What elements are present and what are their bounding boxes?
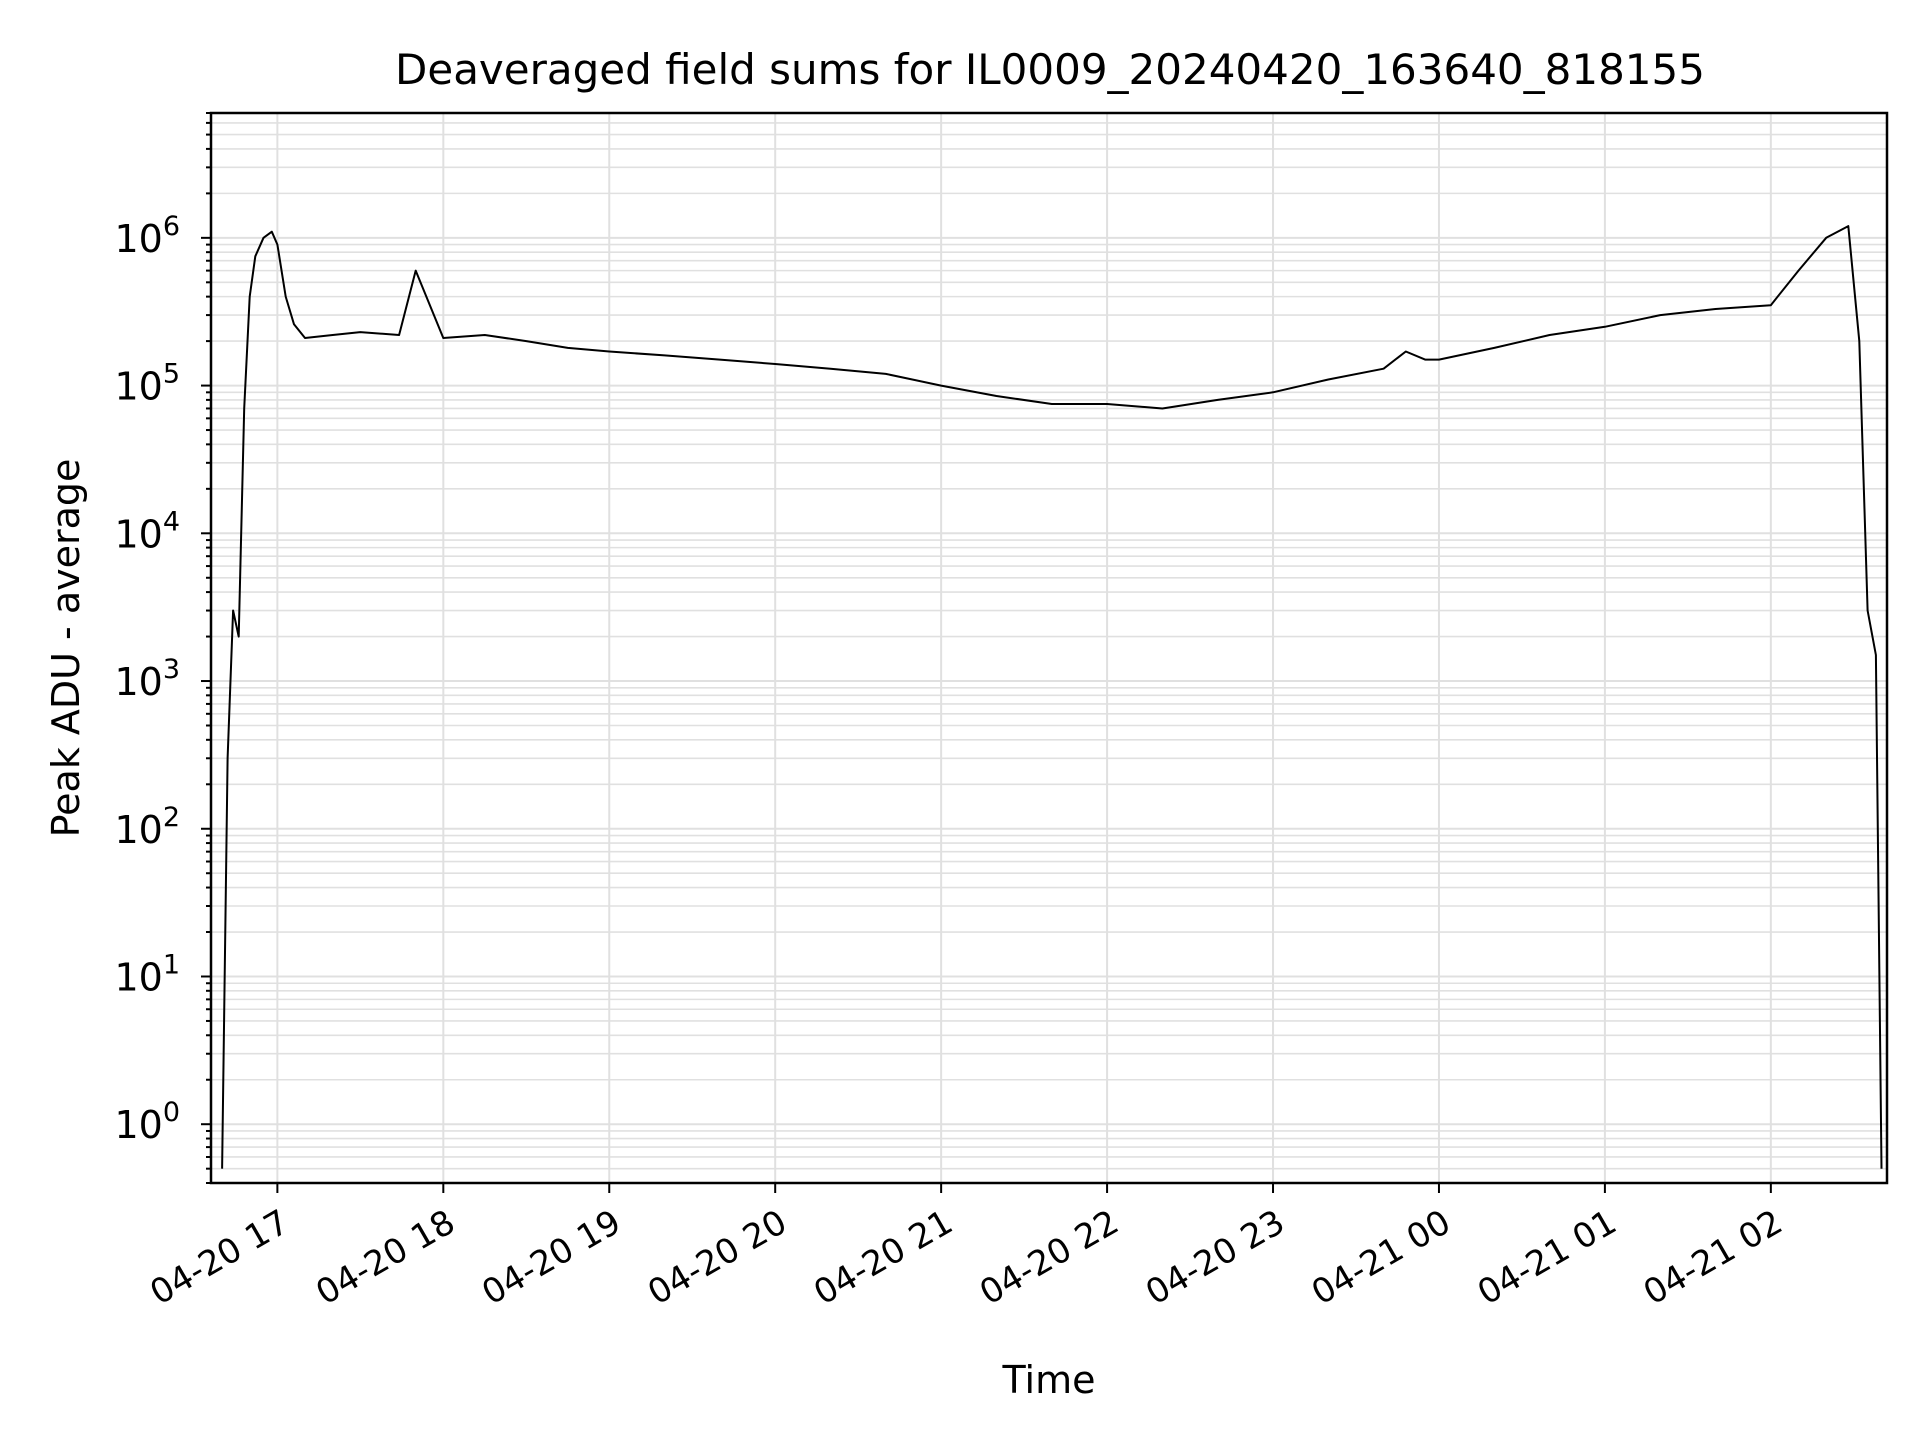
ticks <box>201 112 1772 1193</box>
y-tick-label: 100 <box>114 1097 180 1147</box>
grid <box>211 112 1887 1184</box>
x-tick-label: 04-21 02 <box>1637 1202 1789 1313</box>
axes-frame <box>209 111 1889 1185</box>
y-tick-label: 102 <box>114 802 180 852</box>
x-tick-label: 04-20 20 <box>641 1202 793 1313</box>
series-line <box>221 225 1883 1169</box>
chart-title: Deaveraged field sums for IL0009_2024042… <box>395 45 1705 94</box>
y-tick-label: 105 <box>114 359 180 409</box>
x-tick-label: 04-20 21 <box>807 1202 959 1313</box>
y-tick-label: 103 <box>114 654 180 704</box>
x-tick-labels: 04-20 17 04-20 18 04-20 19 04-20 20 04-20 21… <box>143 1202 1789 1313</box>
x-tick-label: 04-20 23 <box>1139 1202 1291 1313</box>
y-tick-labels: 100 101 102 103 104 105 106 <box>114 211 180 1147</box>
x-tick-label: 04-20 17 <box>143 1202 295 1313</box>
y-axis-label: Peak ADU - average <box>44 459 88 838</box>
y-tick-label: 106 <box>114 211 180 261</box>
x-tick-label: 04-21 01 <box>1471 1202 1623 1313</box>
x-tick-label: 04-20 19 <box>475 1202 627 1313</box>
plot-area <box>221 225 1883 1169</box>
y-tick-label: 104 <box>114 506 180 556</box>
y-tick-label: 101 <box>114 949 180 999</box>
x-axis-label: Time <box>1002 1358 1096 1402</box>
x-tick-label: 04-20 22 <box>973 1202 1125 1313</box>
x-tick-label: 04-21 00 <box>1305 1202 1457 1313</box>
x-tick-label: 04-20 18 <box>309 1202 461 1313</box>
